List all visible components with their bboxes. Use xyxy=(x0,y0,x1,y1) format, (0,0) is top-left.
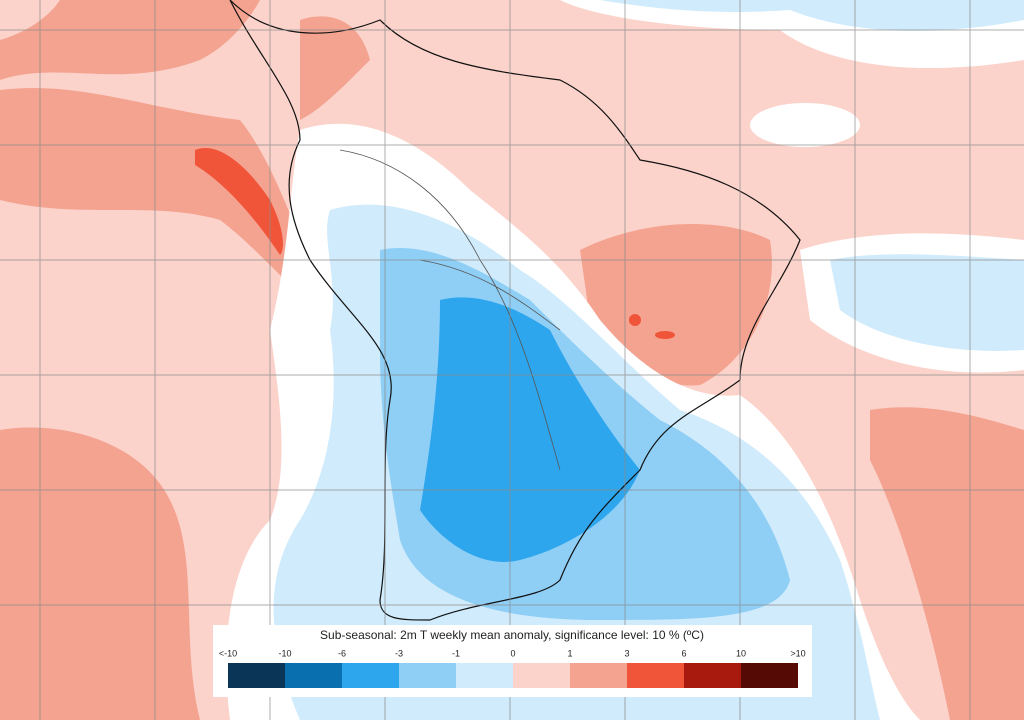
scale-label: 3 xyxy=(624,648,629,658)
scale-label: -10 xyxy=(278,648,291,658)
color-scale: <-10 -10 -6 -3 -1 0 1 3 6 10 >10 xyxy=(219,648,806,688)
color-bin xyxy=(513,663,570,688)
scale-label: 6 xyxy=(681,648,686,658)
legend-title: Sub-seasonal: 2m T weekly mean anomaly, … xyxy=(320,628,704,642)
color-bin xyxy=(741,663,798,688)
scale-label: -3 xyxy=(395,648,403,658)
color-bin xyxy=(570,663,627,688)
color-bin xyxy=(342,663,399,688)
very-cold-regions xyxy=(420,297,640,562)
scale-label: 1 xyxy=(567,648,572,658)
scale-label: <-10 xyxy=(219,648,237,658)
color-bin xyxy=(684,663,741,688)
color-bin xyxy=(456,663,513,688)
coastline xyxy=(229,0,801,621)
color-bin xyxy=(285,663,342,688)
scale-label: 0 xyxy=(510,648,515,658)
scale-label: >10 xyxy=(790,648,805,658)
scale-label: -6 xyxy=(338,648,346,658)
color-bin xyxy=(627,663,684,688)
color-bin xyxy=(228,663,285,688)
color-bin xyxy=(399,663,456,688)
scale-label: 10 xyxy=(736,648,746,658)
scale-label: -1 xyxy=(452,648,460,658)
